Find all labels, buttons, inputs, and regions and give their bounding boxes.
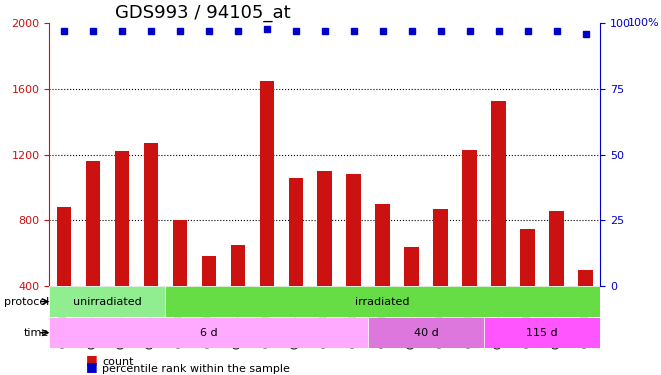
Text: ■: ■ [86,352,98,366]
FancyBboxPatch shape [165,286,600,317]
FancyBboxPatch shape [368,317,484,348]
Bar [202,256,216,286]
Text: 40 d: 40 d [414,328,438,338]
Bar [549,210,564,286]
Bar [260,81,274,286]
Text: 6 d: 6 d [200,328,217,338]
Bar [375,204,390,286]
Text: irradiated: irradiated [356,297,410,307]
Bar [143,143,158,286]
FancyBboxPatch shape [50,317,368,348]
Bar [173,220,187,286]
FancyBboxPatch shape [50,286,165,317]
Text: unirradiated: unirradiated [73,297,141,307]
Bar [86,161,100,286]
Bar [434,209,448,286]
Text: time: time [24,328,50,338]
Text: count: count [102,357,134,367]
Bar [520,228,535,286]
Text: 115 d: 115 d [526,328,558,338]
Text: ■: ■ [86,360,98,373]
Bar [346,174,361,286]
Bar [317,171,332,286]
Text: protocol: protocol [4,297,50,307]
Bar [578,270,593,286]
Bar [405,247,419,286]
Bar [288,178,303,286]
Bar [114,152,129,286]
Text: GDS993 / 94105_at: GDS993 / 94105_at [116,4,291,22]
Bar [231,245,245,286]
Text: percentile rank within the sample: percentile rank within the sample [102,364,290,374]
Bar [463,150,477,286]
Y-axis label: 100%: 100% [628,18,660,28]
Bar [491,100,506,286]
Bar [57,207,71,286]
FancyBboxPatch shape [484,317,600,348]
